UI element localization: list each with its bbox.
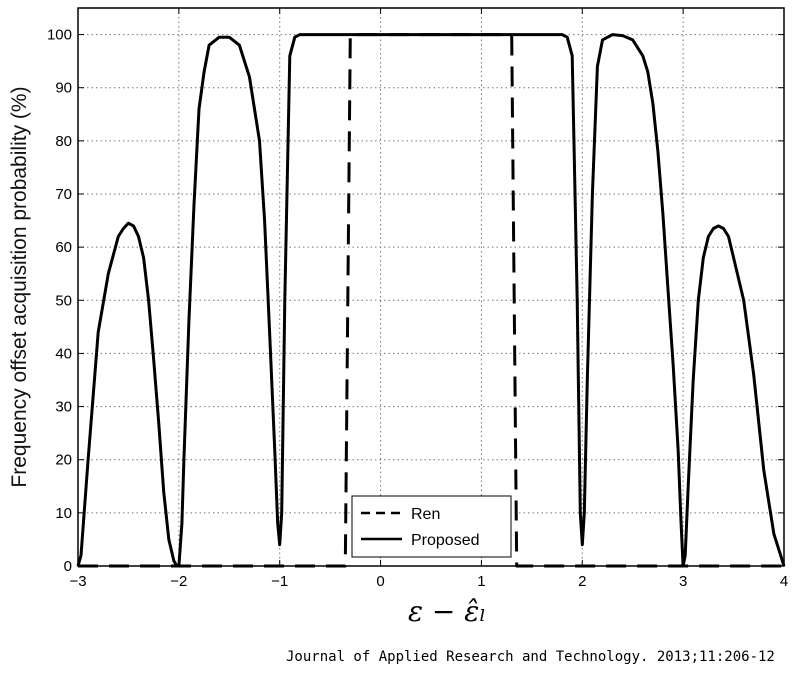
x-tick-label: −3 — [69, 573, 86, 590]
legend-box — [351, 495, 512, 558]
y-tick-label: 10 — [55, 505, 72, 522]
legend-label-proposed: Proposed — [411, 532, 480, 549]
y-axis-label: Frequency offset acquisition probability… — [8, 86, 31, 487]
plot-frame — [77, 7, 785, 567]
y-tick-label: 30 — [55, 399, 72, 416]
y-tick-label: 100 — [47, 27, 72, 44]
y-tick-label: 60 — [55, 239, 72, 256]
x-tick-label: 4 — [780, 573, 788, 590]
y-tick-label: 40 — [55, 345, 72, 362]
x-axis-label: ε − ε̂ₗ — [408, 595, 486, 628]
x-tick-label: 0 — [376, 573, 384, 590]
x-tick-label: −2 — [170, 573, 187, 590]
y-tick-label: 0 — [64, 558, 72, 575]
x-tick-label: −1 — [271, 573, 288, 590]
series-line-proposed — [76, 33, 786, 568]
legend: Ren Proposed — [351, 495, 512, 558]
x-tick-label: 1 — [477, 573, 485, 590]
source-caption: Journal of Applied Research and Technolo… — [286, 649, 775, 665]
x-tick-label: 2 — [578, 573, 586, 590]
x-tick-label: 3 — [679, 573, 687, 590]
y-tick-label: 50 — [55, 292, 72, 309]
y-tick-label: 90 — [55, 80, 72, 97]
y-tick-label: 20 — [55, 452, 72, 469]
y-tick-label: 80 — [55, 133, 72, 150]
legend-label-ren: Ren — [411, 506, 440, 523]
y-tick-label: 70 — [55, 186, 72, 203]
